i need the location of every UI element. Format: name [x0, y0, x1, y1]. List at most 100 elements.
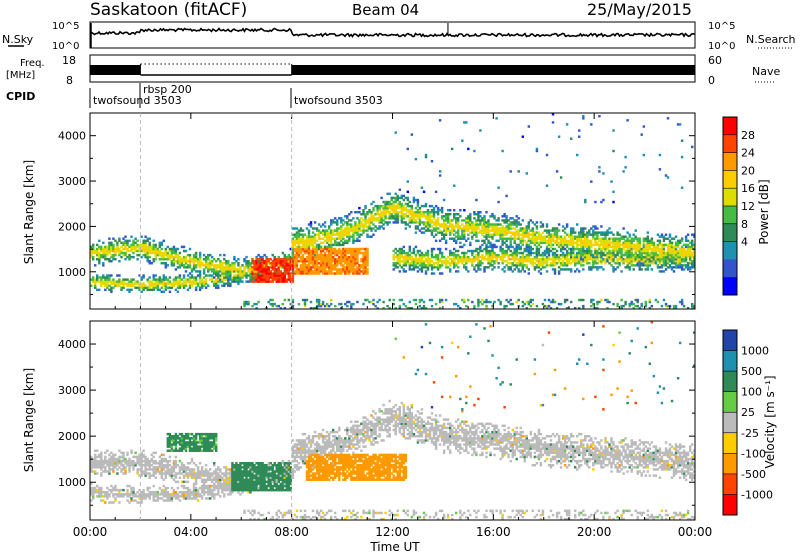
data-cell: [624, 241, 627, 245]
data-cell: [396, 249, 399, 253]
data-cell: [604, 260, 607, 263]
data-cell: [110, 451, 113, 455]
data-cell: [650, 255, 654, 259]
data-cell: [225, 268, 228, 271]
data-cell: [148, 260, 151, 263]
data-cell: [92, 278, 95, 281]
data-cell: [453, 233, 456, 236]
data-cell: [444, 266, 448, 269]
data-cell: [350, 255, 353, 259]
data-cell: [342, 249, 345, 253]
data-cell: [684, 266, 688, 269]
data-cell: [198, 266, 202, 269]
data-cell: [678, 266, 682, 269]
data-cell: [134, 286, 137, 289]
data-cell: [432, 235, 436, 238]
data-cell: [608, 258, 611, 261]
data-cell: [128, 493, 131, 496]
data-cell: [328, 258, 331, 261]
data-cell: [112, 247, 115, 251]
data-cell: [362, 270, 365, 273]
data-cell: [455, 217, 458, 220]
data-cell: [198, 260, 202, 263]
data-cell: [670, 243, 674, 247]
data-cell: [658, 249, 662, 253]
data-cell: [670, 268, 674, 271]
data-cell: [104, 493, 107, 496]
data-cell: [204, 255, 208, 259]
data-cell: [124, 241, 127, 245]
data-cell: [467, 225, 470, 228]
data-cell: [241, 272, 244, 275]
data-cell: [259, 272, 262, 275]
data-cell: [628, 253, 631, 257]
data-cell: [580, 298, 583, 302]
data-cell: [124, 239, 127, 243]
data-cell: [545, 249, 549, 253]
data-cell: [90, 488, 93, 492]
data-cell: [453, 251, 456, 255]
data-cell: [446, 262, 450, 265]
data-cell: [686, 245, 690, 249]
data-cell: [90, 468, 93, 471]
data-cell: [565, 251, 569, 255]
data-cell: [257, 274, 260, 277]
data-cell: [689, 251, 692, 255]
data-cell: [487, 239, 490, 243]
data-cell: [372, 298, 375, 302]
data-cell: [563, 231, 567, 234]
data-cell: [549, 300, 553, 304]
data-cell: [332, 268, 335, 271]
data-cell: [537, 258, 541, 261]
data-cell: [602, 260, 605, 263]
data-cell: [100, 466, 103, 469]
data-cell: [438, 239, 442, 243]
data-cell: [501, 219, 504, 222]
data-cell: [378, 204, 381, 208]
data-cell: [539, 253, 543, 257]
data-cell: [299, 258, 303, 261]
data-cell: [233, 255, 236, 259]
data-cell: [475, 264, 478, 267]
data-cell: [680, 139, 684, 142]
data-cell: [285, 264, 289, 267]
data-cell: [342, 268, 345, 271]
data-cell: [235, 274, 238, 277]
data-cell: [632, 243, 635, 247]
data-cell: [295, 233, 299, 236]
data-cell: [457, 235, 460, 238]
data-cell: [328, 251, 331, 255]
data-cell: [634, 260, 637, 263]
data-cell: [378, 209, 381, 212]
data-cell: [364, 258, 367, 261]
data-cell: [509, 225, 512, 228]
data-cell: [568, 239, 571, 243]
data-cell: [434, 302, 438, 306]
data-cell: [259, 268, 262, 271]
data-cell: [204, 274, 208, 277]
data-cell: [402, 198, 406, 202]
data-cell: [400, 196, 404, 200]
data-cell: [321, 233, 325, 236]
data-cell: [162, 290, 166, 294]
data-cell: [525, 229, 529, 232]
data-cell: [390, 202, 393, 206]
data-cell: [537, 249, 541, 253]
data-cell: [555, 229, 559, 232]
data-cell: [223, 272, 226, 275]
data-cell: [517, 264, 520, 267]
data-cell: [106, 491, 109, 494]
data-cell: [487, 253, 490, 257]
data-cell: [323, 264, 327, 267]
data-cell: [561, 245, 565, 249]
data-cell: [311, 249, 315, 253]
data-cell: [568, 253, 571, 257]
data-cell: [287, 274, 291, 277]
data-cell: [168, 255, 172, 259]
data-cell: [491, 245, 494, 249]
data-cell: [568, 258, 571, 261]
data-cell: [432, 217, 436, 220]
data-cell: [271, 278, 274, 281]
data-cell: [283, 298, 287, 302]
data-cell: [487, 229, 490, 232]
